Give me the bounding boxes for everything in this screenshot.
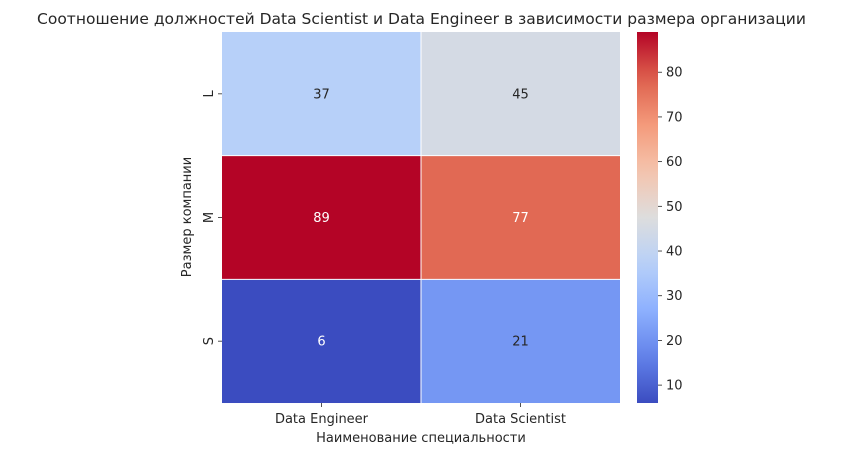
cell-annotations: 37 45 89 77 6 21 xyxy=(313,87,529,349)
heatmap-cell xyxy=(421,155,620,280)
x-axis-ticks: Data Engineer Data Scientist xyxy=(275,403,566,427)
colorbar-tick-label: 50 xyxy=(666,200,683,215)
heatmap-cell xyxy=(222,155,421,280)
y-axis-ticks: L M S xyxy=(202,89,222,345)
cell-separators xyxy=(222,32,620,404)
chart-title: Соотношение должностей Data Scientist и … xyxy=(37,10,806,28)
cell-value-label: 37 xyxy=(313,87,330,102)
cell-value-label: 21 xyxy=(512,335,529,350)
cell-value-label: 45 xyxy=(512,87,529,102)
colorbar-tick-label: 80 xyxy=(666,66,683,81)
x-tick-label: Data Scientist xyxy=(475,412,566,427)
colorbar-tick-label: 40 xyxy=(666,245,683,260)
heatmap-cell xyxy=(421,32,620,156)
colorbar-tick-label: 60 xyxy=(666,155,683,170)
x-tick-label: Data Engineer xyxy=(275,412,369,427)
y-tick-label: L xyxy=(202,89,217,97)
y-axis-label: Размер компании xyxy=(180,157,195,277)
y-tick-label: M xyxy=(202,212,217,223)
colorbar-tick-label: 30 xyxy=(666,289,683,304)
heatmap-cell xyxy=(421,279,620,404)
heatmap-cell xyxy=(222,279,421,404)
colorbar xyxy=(637,32,658,403)
colorbar-tick-label: 70 xyxy=(666,110,683,125)
cell-value-label: 77 xyxy=(512,211,529,226)
heatmap-cells xyxy=(222,32,620,404)
y-tick-label: S xyxy=(202,337,217,345)
cell-value-label: 6 xyxy=(317,335,325,350)
x-axis-label: Наименование специальности xyxy=(316,431,526,446)
cell-value-label: 89 xyxy=(313,211,330,226)
colorbar-tick-label: 20 xyxy=(666,334,683,349)
colorbar-tick-label: 10 xyxy=(666,379,683,394)
heatmap-cell xyxy=(222,32,421,156)
colorbar-ticks: 10 20 30 40 50 60 70 80 xyxy=(658,66,683,394)
